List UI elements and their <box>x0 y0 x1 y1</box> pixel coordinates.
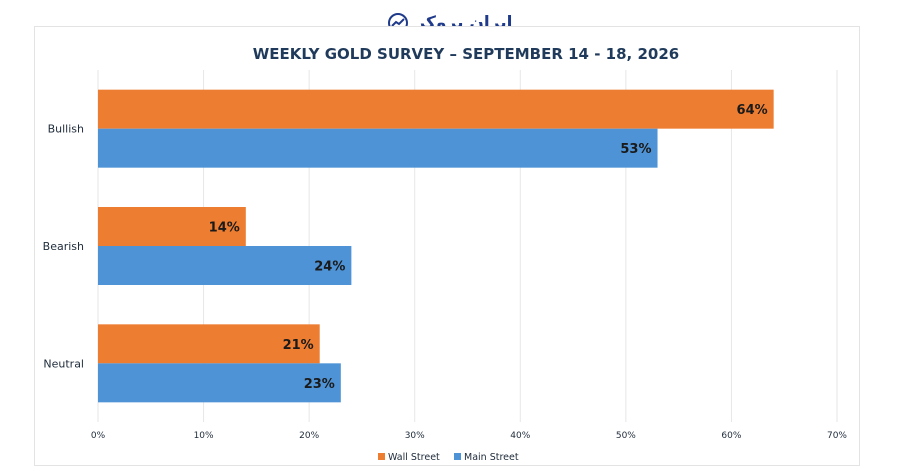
legend-label: Wall Street <box>388 452 440 463</box>
x-tick-label: 60% <box>721 431 741 441</box>
chart-title: WEEKLY GOLD SURVEY – SEPTEMBER 14 - 18, … <box>253 45 679 63</box>
bars: 64% 53% 14% 24% 21% 23% <box>98 89 774 403</box>
x-tick-label: 50% <box>616 431 636 441</box>
x-tick-label: 40% <box>510 431 530 441</box>
data-label: 64% <box>737 103 768 118</box>
x-tick-label: 10% <box>194 431 214 441</box>
category-label: Bearish <box>43 240 84 253</box>
data-label: 23% <box>304 377 335 392</box>
bar <box>98 363 341 403</box>
category-label: Bullish <box>48 123 84 136</box>
legend-swatch <box>454 453 461 460</box>
data-label: 14% <box>209 221 240 236</box>
legend-swatch <box>378 453 385 460</box>
x-tick-label: 0% <box>91 431 106 441</box>
data-label: 21% <box>283 338 314 353</box>
bar <box>98 207 246 246</box>
x-tick-label: 20% <box>299 431 319 441</box>
x-tick-label: 70% <box>827 431 847 441</box>
bar <box>98 89 774 129</box>
x-tick-label: 30% <box>405 431 425 441</box>
category-labels: Bullish Bearish Neutral <box>43 123 84 371</box>
x-axis-ticks: 0% 10% 20% 30% 40% 50% 60% 70% <box>91 431 848 441</box>
legend-label: Main Street <box>464 452 519 463</box>
data-label: 53% <box>620 142 651 157</box>
bar <box>98 324 320 364</box>
bar <box>98 246 352 285</box>
legend: Wall Street Main Street <box>378 452 519 463</box>
data-label: 24% <box>314 260 345 275</box>
bar <box>98 128 658 168</box>
category-label: Neutral <box>43 357 84 370</box>
